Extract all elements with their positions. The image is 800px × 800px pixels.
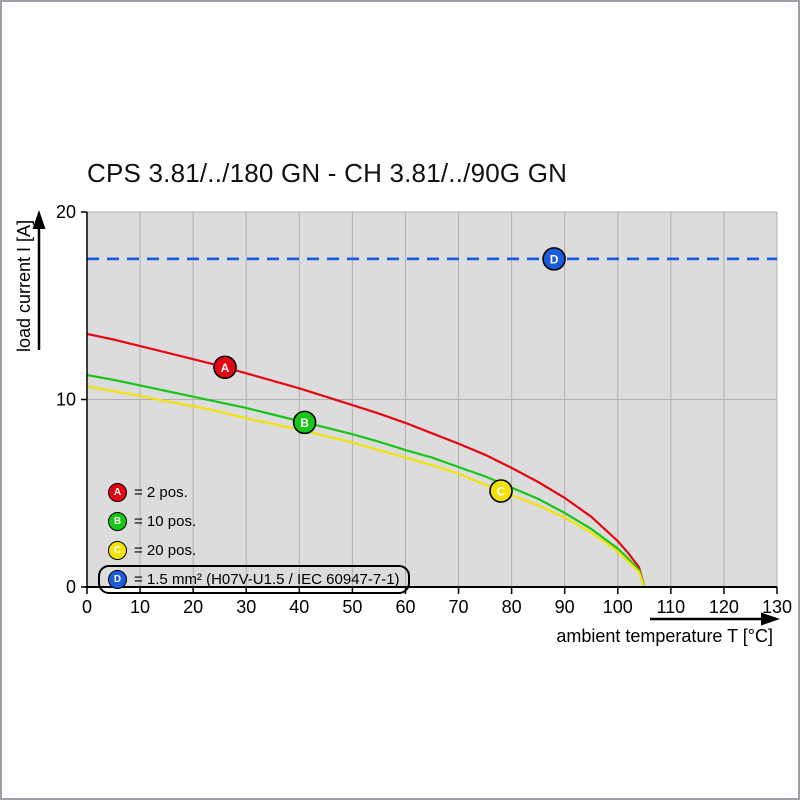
x-tick-label: 100 [603,597,633,617]
legend-item-b: B = 10 pos. [98,507,410,536]
marker-C [489,479,513,503]
x-tick-label: 50 [342,597,362,617]
curve-B [86,374,646,588]
y-axis-arrowhead-icon [32,210,46,229]
x-tick-label: 70 [449,597,469,617]
x-tick-label: 40 [289,597,309,617]
legend-marker-a-icon: A [108,483,127,502]
legend-label-c: = 20 pos. [134,542,197,559]
marker-label-C: C [497,485,506,499]
y-tick-label: 20 [56,202,76,222]
legend-marker-d-icon: D [108,570,127,589]
x-tick-label: 130 [762,597,792,617]
marker-B [292,410,317,435]
marker-A [213,355,237,380]
x-tick-label: 120 [709,597,739,617]
x-tick-label: 30 [236,597,256,617]
y-tick-label: 0 [66,577,76,597]
x-tick-label: 20 [183,597,203,617]
x-tick-label: 90 [555,597,575,617]
x-tick-label: 110 [656,597,685,617]
y-tick-label: 10 [56,390,76,410]
marker-label-A: A [221,361,230,375]
legend-marker-c-icon: C [108,541,127,560]
legend-marker-b-icon: B [108,512,127,531]
chart-title: CPS 3.81/../180 GN - CH 3.81/../90G GN [87,158,568,188]
x-axis-label: ambient temperature T [°C] [556,626,773,646]
marker-D [542,247,566,271]
x-tick-label: 80 [502,597,522,617]
curve-C [86,385,646,588]
legend-label-b: = 10 pos. [134,513,197,530]
legend-label-a: = 2 pos. [134,484,188,501]
legend-item-d: D = 1.5 mm² (H07V-U1.5 / IEC 60947-7-1) [98,565,410,594]
x-tick-label: 10 [130,597,150,617]
marker-label-B: B [300,416,309,430]
marker-label-D: D [550,252,559,266]
x-tick-label: 60 [395,597,415,617]
legend-item-a: A = 2 pos. [98,478,410,507]
legend-label-d: = 1.5 mm² (H07V-U1.5 / IEC 60947-7-1) [134,571,400,588]
legend: A = 2 pos. B = 10 pos. C = 20 pos. D = 1… [98,478,410,594]
legend-item-c: C = 20 pos. [98,536,410,565]
curve-A [86,332,646,588]
x-tick-label: 0 [82,597,92,617]
x-axis-arrowhead-icon [761,612,780,626]
